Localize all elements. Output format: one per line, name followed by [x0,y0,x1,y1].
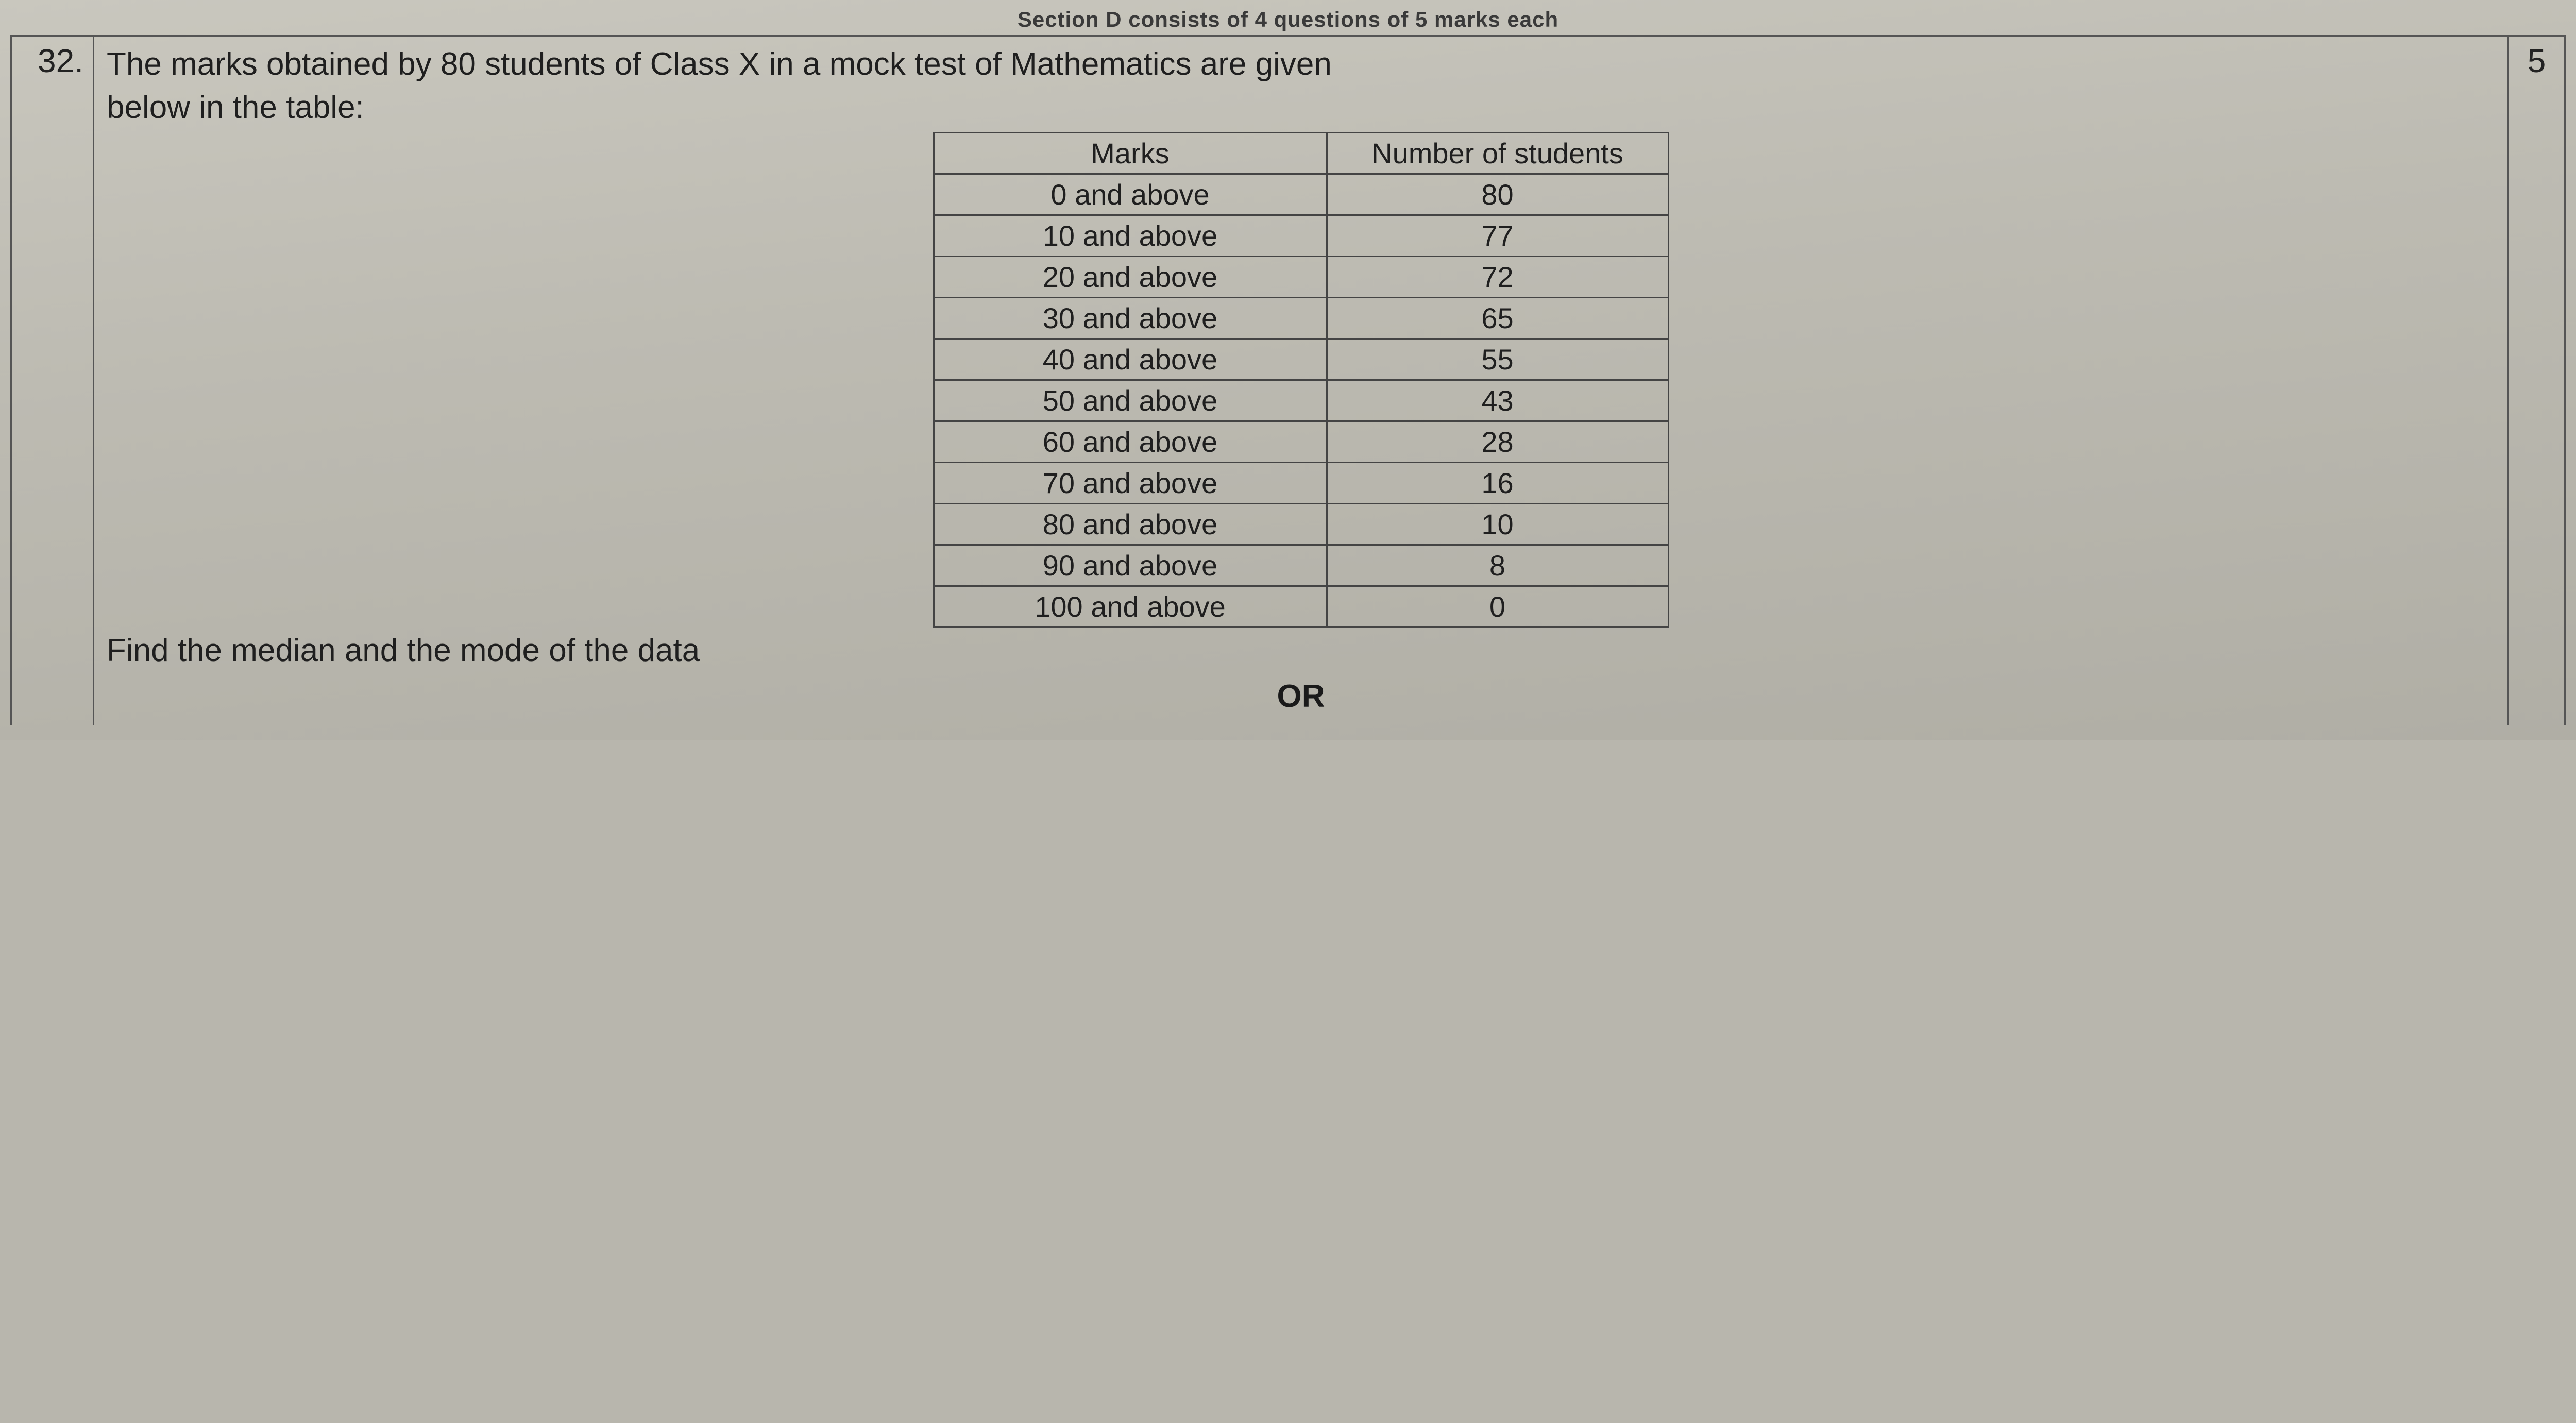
table-header-row: Marks Number of students [934,133,1668,174]
question-row: 32. The marks obtained by 80 students of… [10,37,2566,725]
cell-count: 77 [1327,215,1668,257]
marks-cell: 5 [2507,37,2564,725]
table-row: 40 and above 55 [934,339,1668,380]
question-content-cell: The marks obtained by 80 students of Cla… [94,37,2507,725]
cell-count: 8 [1327,545,1668,586]
cell-count: 0 [1327,586,1668,628]
cell-count: 55 [1327,339,1668,380]
cell-count: 16 [1327,463,1668,504]
cell-count: 10 [1327,504,1668,545]
marks-table: Marks Number of students 0 and above 80 … [933,132,1669,628]
cell-marks: 90 and above [934,545,1327,586]
table-row: 60 and above 28 [934,421,1668,463]
table-row: 20 and above 72 [934,257,1668,298]
cell-marks: 30 and above [934,298,1327,339]
cell-count: 80 [1327,174,1668,215]
cell-marks: 20 and above [934,257,1327,298]
col-header-count: Number of students [1327,133,1668,174]
table-row: 100 and above 0 [934,586,1668,628]
question-number: 32. [38,42,83,79]
question-number-cell: 32. [12,37,94,725]
question-text-line2: below in the table: [107,90,364,125]
table-row: 50 and above 43 [934,380,1668,421]
marks-value: 5 [2528,42,2546,79]
cell-marks: 70 and above [934,463,1327,504]
table-row: 10 and above 77 [934,215,1668,257]
cell-marks: 40 and above [934,339,1327,380]
col-header-marks: Marks [934,133,1327,174]
table-row: 80 and above 10 [934,504,1668,545]
cell-marks: 50 and above [934,380,1327,421]
cell-marks: 0 and above [934,174,1327,215]
cell-marks: 10 and above [934,215,1327,257]
instruction-text: Find the median and the mode of the data [107,632,2495,669]
cell-count: 72 [1327,257,1668,298]
table-row: 90 and above 8 [934,545,1668,586]
section-header-cut: Section D consists of 4 questions of 5 m… [10,5,2566,37]
or-label: OR [107,678,2495,715]
question-text: The marks obtained by 80 students of Cla… [107,43,2495,129]
cell-marks: 60 and above [934,421,1327,463]
table-row: 30 and above 65 [934,298,1668,339]
table-row: 0 and above 80 [934,174,1668,215]
table-row: 70 and above 16 [934,463,1668,504]
cell-marks: 100 and above [934,586,1327,628]
cell-marks: 80 and above [934,504,1327,545]
question-text-line1: The marks obtained by 80 students of Cla… [107,46,1332,82]
cell-count: 43 [1327,380,1668,421]
cell-count: 28 [1327,421,1668,463]
page: Section D consists of 4 questions of 5 m… [0,0,2576,740]
cell-count: 65 [1327,298,1668,339]
